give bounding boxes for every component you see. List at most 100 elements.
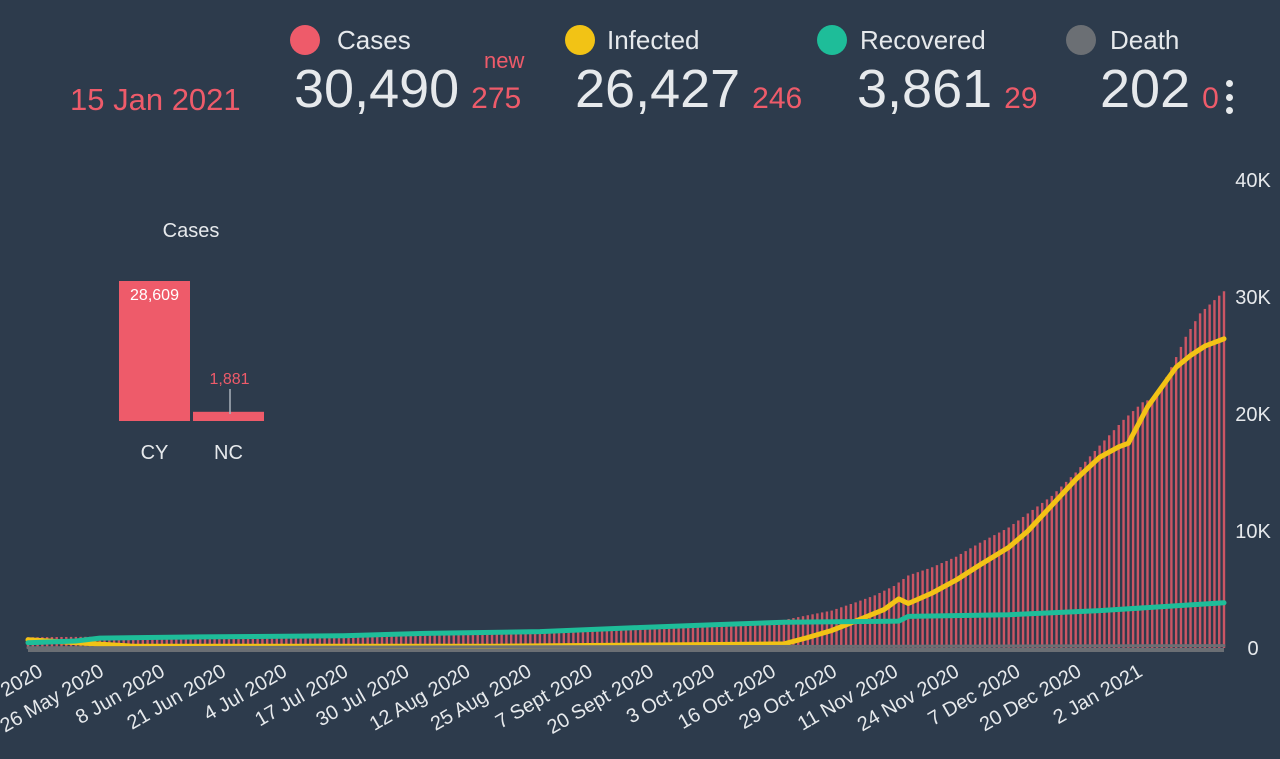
stat-infected[interactable]: Infected 26,427 246 bbox=[565, 22, 802, 116]
cases-bar bbox=[409, 633, 412, 648]
series-line-infected bbox=[25, 336, 1227, 649]
stat-recovered[interactable]: Recovered 3,861 29 bbox=[817, 22, 1038, 116]
cases-bar bbox=[854, 602, 857, 648]
cases-bar bbox=[313, 635, 317, 648]
cases-bar bbox=[1088, 456, 1092, 648]
cases-bar bbox=[811, 614, 814, 648]
cases-bar bbox=[380, 634, 384, 648]
cases-bar bbox=[213, 636, 216, 648]
cases-bar bbox=[658, 626, 661, 648]
cases-bar bbox=[533, 630, 537, 648]
cases-bar bbox=[438, 632, 441, 648]
cases-bar bbox=[222, 636, 226, 648]
cases-bar bbox=[203, 636, 207, 648]
mini-category-label: CY bbox=[141, 442, 169, 464]
cases-bar bbox=[1045, 499, 1049, 648]
cases-bar bbox=[615, 628, 618, 648]
cases-bar bbox=[524, 630, 527, 648]
stat-cases[interactable]: Cases 30,490 275 bbox=[290, 22, 521, 116]
cases-bar bbox=[500, 631, 503, 648]
cases-bar bbox=[710, 624, 714, 648]
cases-bars bbox=[26, 291, 1226, 648]
cases-bar bbox=[787, 618, 790, 648]
stat-value: 30,490 bbox=[294, 59, 460, 119]
cases-bar bbox=[591, 629, 594, 648]
cases-bar bbox=[720, 624, 723, 648]
cases-bar bbox=[395, 633, 398, 648]
stat-label: Infected bbox=[607, 24, 700, 55]
y-tick-label: 20K bbox=[1235, 404, 1271, 426]
stat-delta: 275 bbox=[471, 82, 522, 115]
stat-death[interactable]: Death 202 0 bbox=[1066, 22, 1219, 116]
cases-bar bbox=[1127, 415, 1130, 648]
cases-bar bbox=[629, 627, 632, 648]
cases-bar bbox=[1160, 386, 1164, 648]
cases-bar bbox=[715, 624, 719, 648]
cases-bar bbox=[553, 630, 556, 648]
cases-bar bbox=[1064, 481, 1068, 648]
cases-dot-icon bbox=[290, 25, 320, 55]
stat-value: 202 bbox=[1100, 59, 1191, 119]
death-dot-icon bbox=[1066, 25, 1096, 55]
cases-bar bbox=[596, 629, 599, 648]
cases-bar bbox=[610, 628, 613, 648]
cases-bar bbox=[562, 630, 566, 648]
cases-bar bbox=[691, 625, 695, 648]
mini-bar-value-label: 1,881 bbox=[209, 371, 249, 388]
cases-bar bbox=[495, 631, 499, 648]
cases-bar bbox=[1007, 527, 1010, 648]
cases-bar bbox=[1012, 523, 1015, 648]
cases-bar bbox=[1174, 357, 1178, 648]
cases-bar bbox=[940, 563, 943, 648]
cases-bar bbox=[443, 632, 446, 648]
cases-bar bbox=[892, 585, 896, 648]
cases-bar bbox=[1103, 440, 1106, 648]
cases-bar bbox=[419, 633, 422, 648]
cases-bar bbox=[356, 634, 360, 648]
cases-bar bbox=[376, 634, 379, 648]
cases-bar bbox=[175, 636, 178, 648]
cases-bar bbox=[342, 634, 345, 648]
cases-bar bbox=[352, 634, 355, 648]
stat-label: Cases bbox=[337, 24, 411, 55]
cases-bar bbox=[1184, 336, 1187, 648]
y-tick-label: 30K bbox=[1235, 287, 1271, 309]
cases-bar bbox=[1222, 291, 1226, 648]
current-date: 15 Jan 2021 bbox=[70, 82, 241, 117]
cases-bar bbox=[744, 622, 747, 648]
cases-bar bbox=[155, 636, 159, 648]
cases-bar bbox=[993, 535, 996, 648]
cases-bar bbox=[208, 636, 211, 648]
cases-bar bbox=[366, 634, 369, 648]
cases-bar bbox=[1041, 502, 1044, 648]
cases-bar bbox=[414, 633, 417, 648]
cases-bar bbox=[643, 627, 647, 648]
cases-bar bbox=[481, 631, 484, 648]
cases-bar bbox=[227, 636, 231, 648]
more-vertical-icon[interactable] bbox=[1222, 80, 1236, 114]
cases-bar bbox=[730, 623, 733, 648]
cases-bar bbox=[921, 570, 924, 648]
cases-bar bbox=[170, 636, 173, 648]
mini-bar-nc bbox=[193, 411, 264, 421]
cases-bar bbox=[792, 618, 795, 648]
cases-bar bbox=[1098, 445, 1101, 648]
cases-bar bbox=[390, 634, 393, 648]
cases-bar bbox=[141, 636, 145, 648]
cases-bar bbox=[184, 636, 188, 648]
cases-bar bbox=[758, 621, 762, 648]
cases-bar bbox=[897, 582, 900, 648]
cases-bar bbox=[667, 626, 671, 648]
cases-bar bbox=[686, 625, 690, 648]
cases-bar bbox=[1165, 376, 1168, 648]
cases-bar bbox=[907, 575, 910, 648]
cases-bar bbox=[1155, 396, 1159, 648]
mini-bar-value-label: 28,609 bbox=[130, 287, 179, 304]
cases-bar bbox=[950, 558, 953, 648]
cases-bar bbox=[471, 632, 475, 648]
cases-bar bbox=[112, 636, 116, 648]
cases-bar bbox=[639, 627, 642, 648]
cases-bar bbox=[1002, 530, 1006, 648]
cases-bar bbox=[1131, 411, 1135, 648]
mini-bar-cy bbox=[119, 281, 190, 421]
